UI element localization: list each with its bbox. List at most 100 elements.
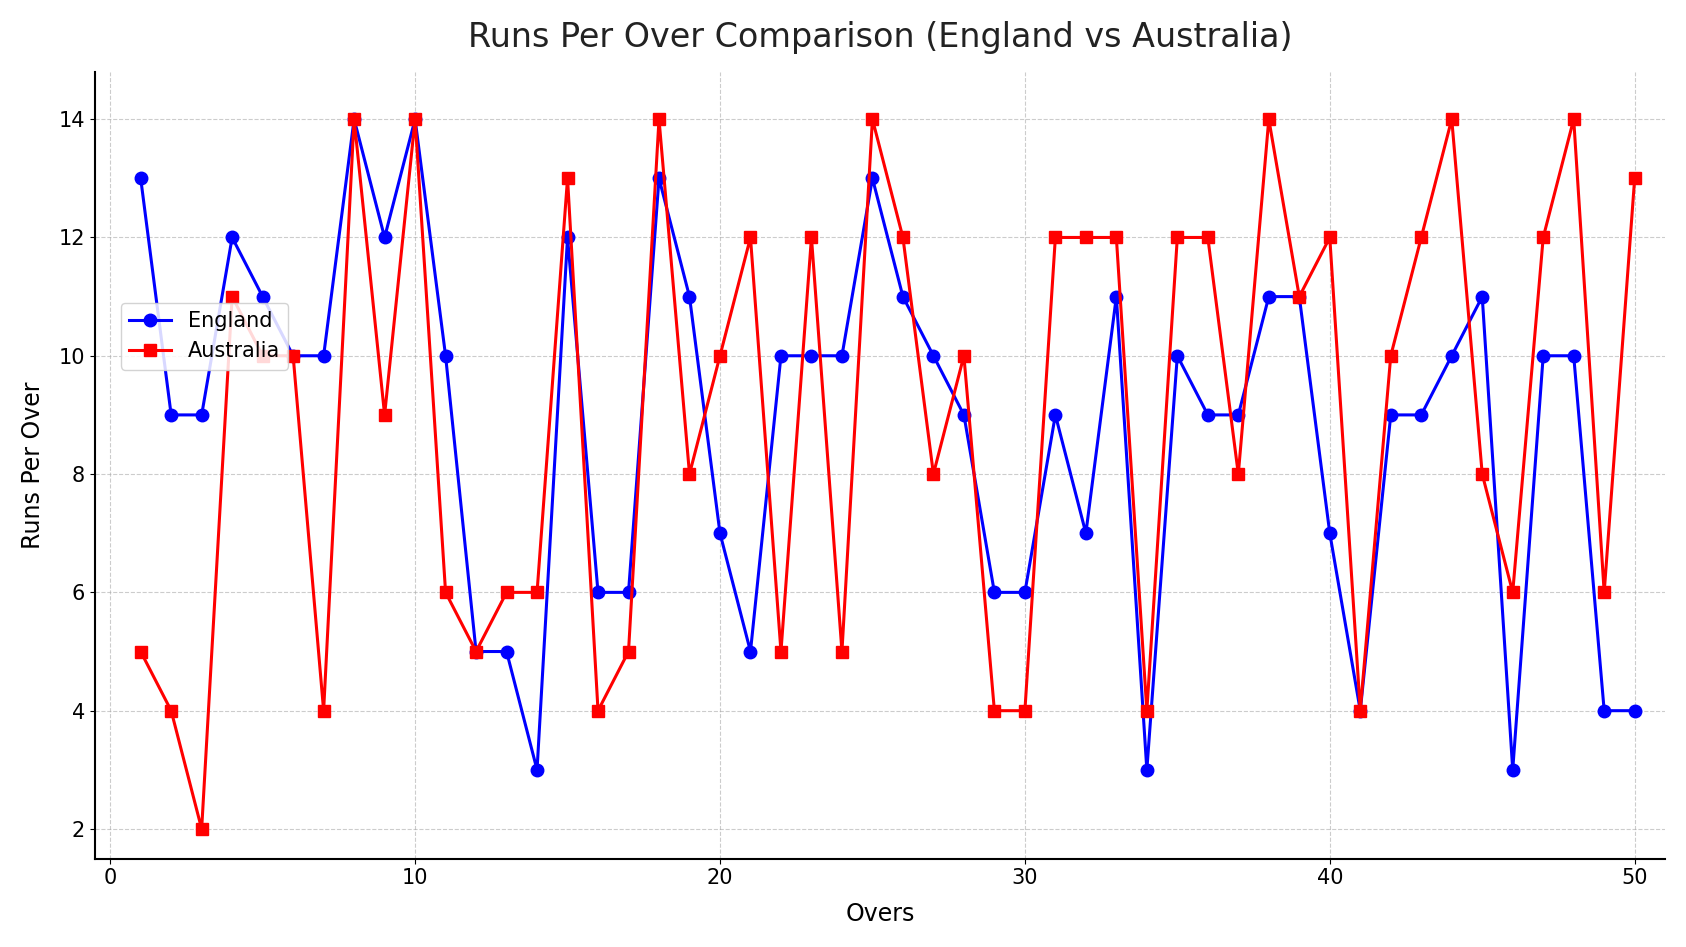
- Australia: [1045, 232, 1066, 243]
- Australia: [1472, 469, 1492, 480]
- England: [1320, 527, 1340, 539]
- England: [679, 291, 700, 302]
- Australia: [801, 232, 821, 243]
- England: [1411, 409, 1431, 420]
- Australia: [528, 587, 548, 599]
- Australia: [435, 587, 455, 599]
- Australia: [465, 646, 486, 657]
- England: [1045, 409, 1066, 420]
- England: [1381, 409, 1401, 420]
- Australia: [1015, 705, 1035, 716]
- Australia: [679, 469, 700, 480]
- England: [985, 587, 1005, 599]
- Australia: [1533, 232, 1553, 243]
- England: [558, 232, 578, 243]
- England: [1076, 527, 1096, 539]
- England: [1350, 705, 1371, 716]
- Australia: [831, 646, 851, 657]
- Australia: [954, 350, 975, 362]
- Australia: [496, 587, 516, 599]
- England: [1502, 764, 1522, 776]
- England: [223, 232, 243, 243]
- England: [924, 350, 944, 362]
- Australia: [405, 114, 425, 125]
- Legend: England, Australia: England, Australia: [121, 302, 288, 369]
- Australia: [894, 232, 914, 243]
- England: [862, 172, 882, 184]
- Australia: [1076, 232, 1096, 243]
- Australia: [588, 705, 609, 716]
- Australia: [710, 350, 730, 362]
- England: [1259, 291, 1280, 302]
- Australia: [1625, 172, 1646, 184]
- England: [465, 646, 486, 657]
- Line: England: England: [135, 113, 1640, 777]
- Australia: [771, 646, 791, 657]
- England: [130, 172, 150, 184]
- England: [1136, 764, 1157, 776]
- Australia: [1290, 291, 1310, 302]
- Line: Australia: Australia: [135, 113, 1640, 835]
- England: [954, 409, 975, 420]
- Australia: [558, 172, 578, 184]
- Australia: [1227, 469, 1248, 480]
- Australia: [1136, 705, 1157, 716]
- England: [344, 114, 364, 125]
- England: [1197, 409, 1217, 420]
- Australia: [283, 350, 303, 362]
- England: [1593, 705, 1614, 716]
- Australia: [314, 705, 334, 716]
- Australia: [1442, 114, 1462, 125]
- Australia: [1106, 232, 1126, 243]
- England: [1106, 291, 1126, 302]
- England: [528, 764, 548, 776]
- England: [253, 291, 273, 302]
- England: [283, 350, 303, 362]
- Australia: [862, 114, 882, 125]
- England: [1227, 409, 1248, 420]
- England: [1442, 350, 1462, 362]
- Australia: [192, 823, 212, 834]
- England: [405, 114, 425, 125]
- England: [649, 172, 669, 184]
- Australia: [1563, 114, 1583, 125]
- England: [162, 409, 182, 420]
- England: [831, 350, 851, 362]
- England: [1533, 350, 1553, 362]
- Australia: [1350, 705, 1371, 716]
- Australia: [619, 646, 639, 657]
- Title: Runs Per Over Comparison (England vs Australia): Runs Per Over Comparison (England vs Aus…: [467, 21, 1291, 54]
- Australia: [1593, 587, 1614, 599]
- Australia: [1197, 232, 1217, 243]
- Australia: [649, 114, 669, 125]
- Australia: [223, 291, 243, 302]
- Australia: [1320, 232, 1340, 243]
- England: [496, 646, 516, 657]
- England: [801, 350, 821, 362]
- England: [588, 587, 609, 599]
- England: [710, 527, 730, 539]
- England: [192, 409, 212, 420]
- England: [1167, 350, 1187, 362]
- Y-axis label: Runs Per Over: Runs Per Over: [20, 382, 46, 549]
- Australia: [1381, 350, 1401, 362]
- Australia: [1167, 232, 1187, 243]
- Australia: [1502, 587, 1522, 599]
- England: [1563, 350, 1583, 362]
- Australia: [1411, 232, 1431, 243]
- Australia: [985, 705, 1005, 716]
- Australia: [1259, 114, 1280, 125]
- Australia: [130, 646, 150, 657]
- England: [374, 232, 395, 243]
- England: [435, 350, 455, 362]
- England: [771, 350, 791, 362]
- England: [894, 291, 914, 302]
- England: [1290, 291, 1310, 302]
- England: [1015, 587, 1035, 599]
- Australia: [344, 114, 364, 125]
- Australia: [374, 409, 395, 420]
- England: [1625, 705, 1646, 716]
- Australia: [253, 350, 273, 362]
- Australia: [740, 232, 760, 243]
- England: [740, 646, 760, 657]
